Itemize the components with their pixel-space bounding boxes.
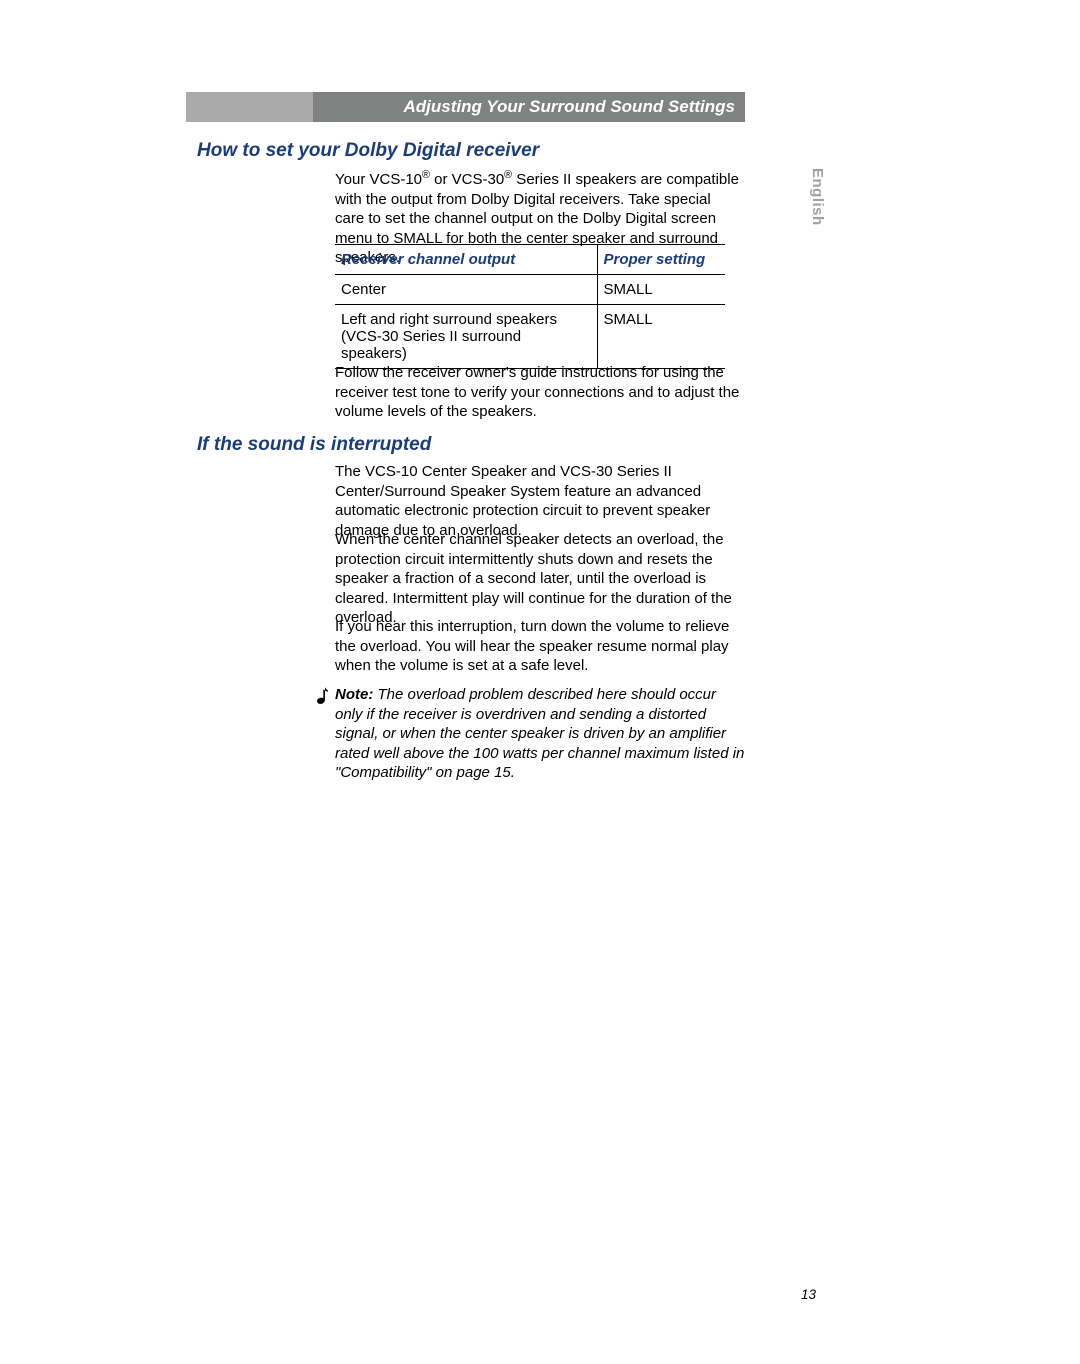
header-title: Adjusting Your Surround Sound Settings	[404, 97, 735, 117]
table-cell-line: Left and right surround speakers	[341, 311, 557, 328]
receiver-settings-table: Receiver channel output Proper setting C…	[335, 244, 725, 369]
music-note-icon	[316, 686, 329, 706]
note-label: Note:	[335, 686, 373, 703]
page: Adjusting Your Surround Sound Settings E…	[0, 0, 1080, 1364]
section-heading-interrupted: If the sound is interrupted	[197, 434, 431, 456]
table-row: Left and right surround speakers (VCS-30…	[335, 305, 725, 369]
table-row: Center SMALL	[335, 275, 725, 305]
left-margin-bar	[186, 92, 313, 122]
note-block: Note: The overload problem described her…	[316, 685, 746, 783]
section-heading-dolby: How to set your Dolby Digital receiver	[197, 140, 539, 162]
interrupted-p1: The VCS-10 Center Speaker and VCS-30 Ser…	[335, 462, 743, 540]
note-body: The overload problem described here shou…	[335, 686, 744, 781]
table-cell-line: (VCS-30 Series II surround speakers)	[341, 328, 521, 362]
header-bar: Adjusting Your Surround Sound Settings	[313, 92, 745, 122]
interrupted-p3: If you hear this interruption, turn down…	[335, 617, 743, 676]
table-cell: Left and right surround speakers (VCS-30…	[335, 305, 597, 369]
language-tab: English	[809, 168, 826, 226]
page-number: 13	[801, 1287, 816, 1302]
table-cell: SMALL	[597, 275, 725, 305]
dolby-after-table-text: Follow the receiver owner's guide instru…	[335, 363, 743, 422]
note-text: Note: The overload problem described her…	[335, 685, 746, 783]
interrupted-p2: When the center channel speaker detects …	[335, 530, 743, 628]
table-header-channel: Receiver channel output	[335, 245, 597, 275]
table-cell: SMALL	[597, 305, 725, 369]
table-header-setting: Proper setting	[597, 245, 725, 275]
table-cell: Center	[335, 275, 597, 305]
